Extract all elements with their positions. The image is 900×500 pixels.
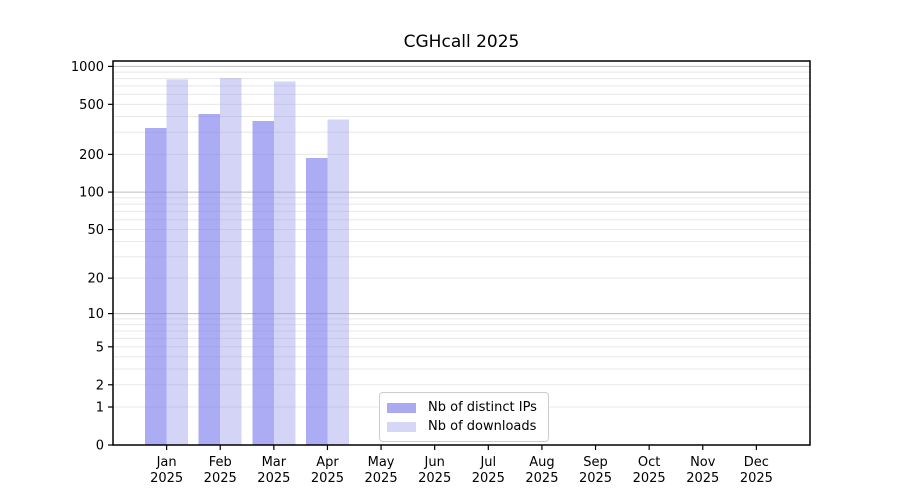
- x-tick-label-month: Jan: [156, 455, 177, 470]
- x-tick-label-month: Apr: [316, 455, 339, 470]
- x-tick-label-month: Oct: [638, 455, 660, 470]
- x-tick-label-year: 2025: [525, 471, 558, 486]
- x-tick-label-month: Sep: [583, 455, 608, 470]
- x-tick-label-year: 2025: [311, 471, 344, 486]
- y-tick-label: 10: [87, 307, 104, 322]
- legend-label-distinct-ips: Nb of distinct IPs: [428, 400, 537, 415]
- bar-downloads-jan: [166, 79, 189, 445]
- bar-distinct-ips-apr: [305, 158, 328, 446]
- y-tick-label: 200: [79, 148, 104, 163]
- legend: Nb of distinct IPs Nb of downloads: [379, 392, 549, 442]
- y-tick-label: 1000: [71, 60, 104, 75]
- bar-downloads-apr: [327, 119, 349, 446]
- bar-downloads-feb: [220, 77, 242, 445]
- y-tick-label: 5: [96, 340, 104, 355]
- x-tick-label-year: 2025: [257, 471, 290, 486]
- bar-distinct-ips-jan: [145, 127, 167, 446]
- x-tick-label-year: 2025: [579, 471, 612, 486]
- legend-item-downloads: Nb of downloads: [387, 417, 537, 436]
- x-tick-label-year: 2025: [472, 471, 505, 486]
- x-tick-label-month: Aug: [529, 455, 554, 470]
- x-tick-label-year: 2025: [633, 471, 666, 486]
- chart-title: CGHcall 2025: [403, 32, 520, 52]
- y-tick-label: 50: [87, 223, 104, 238]
- x-tick-label-month: May: [368, 455, 395, 470]
- x-tick-label-month: Dec: [744, 455, 769, 470]
- y-tick-label: 0: [96, 439, 104, 454]
- plot-border: [112, 60, 811, 446]
- x-tick-label-year: 2025: [686, 471, 719, 486]
- x-tick-label-year: 2025: [740, 471, 773, 486]
- y-tick-label: 1: [96, 401, 104, 416]
- x-tick-label-year: 2025: [150, 471, 183, 486]
- legend-swatch-distinct-ips: [387, 402, 416, 413]
- x-tick-label-month: Feb: [209, 455, 232, 470]
- y-tick-label: 2: [96, 378, 104, 393]
- bar-distinct-ips-mar: [252, 121, 274, 446]
- legend-label-downloads: Nb of downloads: [428, 419, 537, 434]
- x-tick-label-year: 2025: [418, 471, 451, 486]
- x-tick-label-month: Mar: [262, 455, 287, 470]
- x-tick-label-month: Jul: [479, 455, 496, 470]
- legend-swatch-downloads: [387, 421, 416, 432]
- x-tick-label-month: Jun: [424, 455, 445, 470]
- legend-item-distinct-ips: Nb of distinct IPs: [387, 398, 537, 417]
- y-tick-label: 20: [87, 272, 104, 287]
- bar-distinct-ips-feb: [198, 113, 221, 445]
- x-tick-label-month: Nov: [690, 455, 716, 470]
- y-tick-label: 100: [79, 186, 104, 201]
- y-tick-label: 500: [79, 98, 104, 113]
- bar-downloads-mar: [273, 81, 296, 445]
- x-tick-label-year: 2025: [365, 471, 398, 486]
- x-tick-label-year: 2025: [204, 471, 237, 486]
